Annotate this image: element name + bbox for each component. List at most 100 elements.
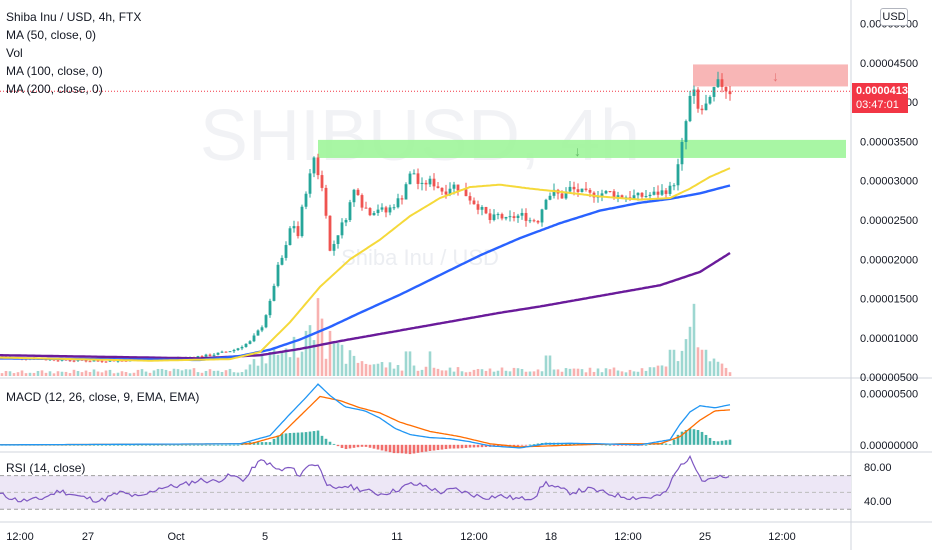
volume-bar — [500, 367, 504, 376]
candle-body — [56, 360, 60, 362]
candles — [0, 71, 732, 363]
volume-bar — [324, 358, 328, 376]
macd-tick-label: 0.00000000 — [860, 440, 918, 452]
volume-bar — [592, 371, 596, 376]
macd-histogram-bar — [436, 444, 440, 451]
volume-bar — [32, 372, 36, 376]
ma100-line — [0, 184, 731, 362]
candle-body — [696, 89, 700, 109]
candle-body — [572, 186, 576, 190]
candle-body — [348, 202, 352, 221]
candle-body — [360, 195, 364, 208]
time-tick-label: 18 — [545, 531, 557, 543]
volume-bar — [228, 368, 232, 376]
macd-histogram-bar — [264, 442, 268, 445]
macd-histogram-bar — [316, 430, 320, 445]
legend-macd[interactable]: MACD (12, 26, close, 9, EMA, EMA) — [6, 390, 200, 404]
candle-body — [96, 360, 100, 362]
volume-bar — [316, 298, 320, 376]
candle-body — [232, 350, 236, 352]
volume-bar — [68, 373, 72, 376]
macd-histogram-bar — [204, 444, 208, 446]
volume-bar — [180, 370, 184, 376]
candle-body — [420, 182, 424, 184]
currency-badge[interactable]: USD — [880, 8, 908, 26]
macd-histogram-bar — [716, 441, 720, 445]
volume-bar — [232, 372, 236, 376]
candle-body — [404, 184, 408, 200]
resistance-arrow-icon: ↓ — [772, 68, 779, 84]
volume-bar — [308, 325, 312, 376]
time-axis[interactable]: 12:00 27 Oct 5 11 12:00 18 12:00 25 12:00 — [6, 531, 796, 543]
symbol-title[interactable]: Shiba Inu / USD, 4h, FTX — [6, 10, 142, 24]
candle-body — [484, 206, 488, 214]
macd-histogram-bar — [620, 444, 624, 446]
macd-histogram-bar — [532, 444, 536, 445]
volume-bar — [536, 369, 540, 376]
volume-bar — [540, 371, 544, 376]
candle-body — [228, 351, 232, 353]
macd-histogram-bar — [196, 444, 200, 446]
candle-body — [600, 193, 604, 197]
volume-bar — [168, 371, 172, 376]
volume-bar — [700, 349, 704, 376]
macd-histogram-bar — [356, 444, 360, 448]
candle-body — [412, 173, 416, 175]
volume-bar — [676, 361, 680, 376]
volume-bar — [124, 372, 128, 376]
macd-histogram-bar — [68, 444, 72, 446]
candle-body — [676, 164, 680, 186]
candle-body — [268, 300, 272, 316]
volume-bar — [604, 368, 608, 376]
legend-vol[interactable]: Vol — [6, 46, 23, 60]
macd-histogram-bar — [496, 444, 500, 447]
volume-bar — [476, 368, 480, 376]
volume-bar — [704, 349, 708, 376]
volume-bar — [104, 370, 108, 376]
volume-bar — [496, 370, 500, 376]
time-tick-label: 5 — [262, 531, 268, 543]
macd-histogram-bar — [700, 431, 704, 445]
price-axis[interactable]: 0.000045000.000040000.000035000.00003000… — [860, 19, 918, 385]
volume-bar — [608, 369, 612, 376]
candle-body — [720, 79, 724, 87]
candle-body — [416, 173, 420, 184]
candle-body — [260, 327, 264, 331]
volume-bar — [116, 372, 120, 376]
candle-body — [432, 178, 436, 187]
candle-body — [440, 187, 444, 192]
candle-body — [252, 335, 256, 342]
candle-body — [244, 343, 248, 347]
legend-ma200[interactable]: MA (200, close, 0) — [6, 82, 103, 96]
macd-histogram-bar — [348, 444, 352, 449]
volume-bar — [380, 362, 384, 376]
candle-body — [292, 226, 296, 229]
rsi-axis[interactable]: 80.00 40.00 — [864, 462, 892, 508]
macd-histogram-bar — [364, 444, 368, 447]
volume-bar — [220, 371, 224, 376]
legend-ma50[interactable]: MA (50, close, 0) — [6, 28, 97, 42]
price-tick-label: 0.00003000 — [860, 176, 918, 188]
volume-bar — [452, 371, 456, 376]
candle-body — [120, 360, 124, 362]
volume-bar — [184, 369, 188, 376]
rsi-line — [0, 454, 730, 503]
volume-bar — [212, 370, 216, 376]
candle-body — [208, 354, 212, 356]
volume-bar — [332, 343, 336, 376]
legend-rsi[interactable]: RSI (14, close) — [6, 461, 86, 475]
macd-histogram-bar — [140, 444, 144, 446]
macd-histogram-bar — [228, 444, 232, 446]
candle-body — [492, 214, 496, 221]
macd-histogram-bar — [420, 444, 424, 453]
volume-bar — [260, 353, 264, 376]
candle-body — [108, 360, 112, 362]
candle-body — [436, 186, 440, 188]
candle-body — [448, 188, 452, 195]
legend-ma100[interactable]: MA (100, close, 0) — [6, 64, 103, 78]
resistance-zone — [693, 64, 848, 87]
macd-axis[interactable]: 0.00000500 0.00000000 — [860, 388, 918, 451]
macd-histogram-bar — [728, 439, 732, 445]
volume-bar — [140, 369, 144, 376]
